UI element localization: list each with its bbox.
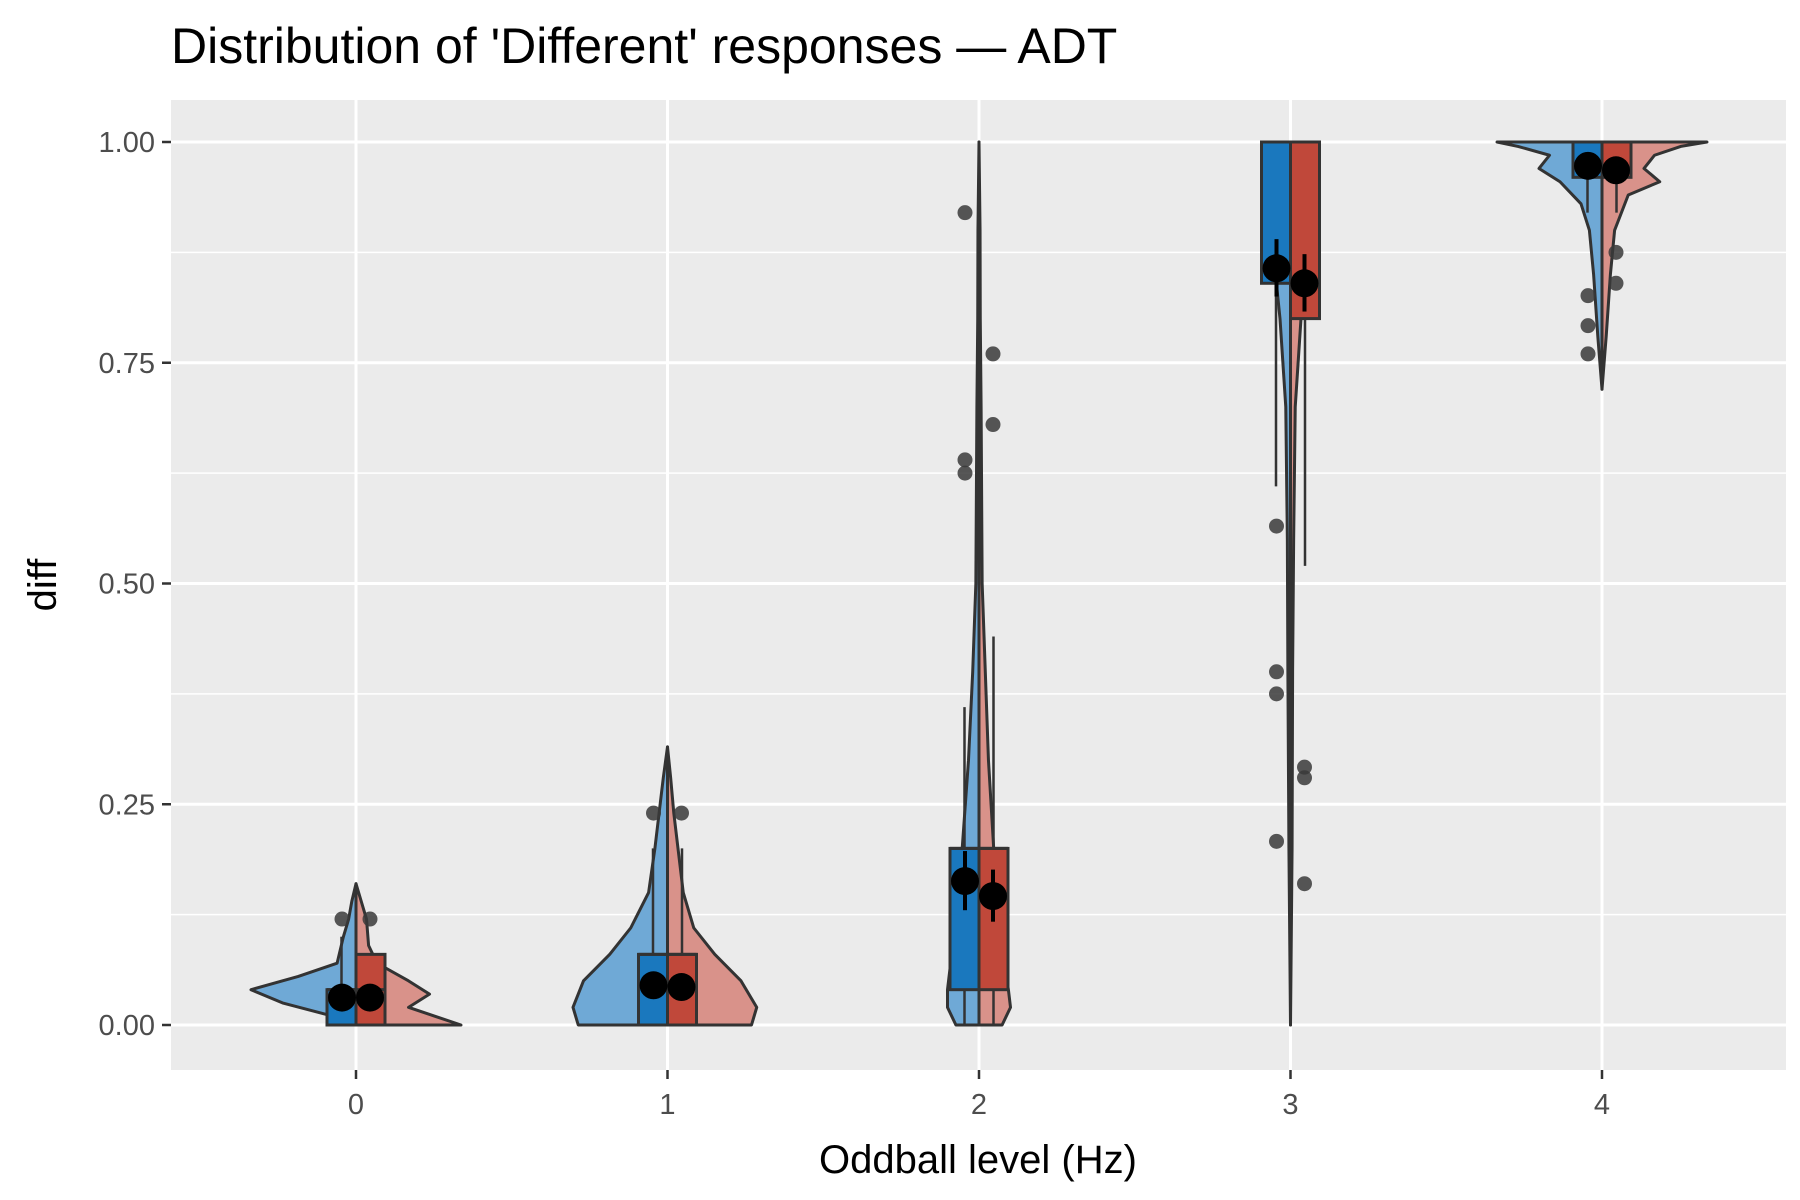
outlier-point — [1269, 518, 1284, 534]
outlier-point — [334, 911, 350, 927]
outlier-point — [1297, 876, 1312, 892]
outlier-point — [985, 417, 1001, 433]
y-tick-label: 0.75 — [99, 348, 155, 380]
mean-point — [979, 882, 1007, 911]
outlier-point — [1297, 759, 1312, 775]
x-tick-label: 4 — [1594, 1089, 1610, 1121]
chart-title: Distribution of 'Different' responses — … — [171, 18, 1117, 74]
mean-point — [328, 983, 356, 1012]
outlier-point — [957, 205, 973, 221]
mean-point — [667, 973, 696, 1002]
x-tick-label: 3 — [1282, 1089, 1298, 1121]
mean-point — [1262, 254, 1291, 283]
mean-point — [1574, 151, 1602, 180]
mean-point — [1290, 269, 1319, 298]
mean-point — [356, 983, 384, 1012]
mean-markers — [328, 151, 1630, 1012]
outlier-point — [1580, 346, 1596, 362]
outlier-point — [1580, 288, 1596, 304]
x-axis-title: Oddball level (Hz) — [819, 1138, 1137, 1182]
violin-half — [977, 140, 1012, 1027]
x-tick-label: 1 — [659, 1089, 675, 1121]
outlier-point — [957, 465, 973, 481]
outlier-point — [957, 452, 973, 468]
mean-point — [1602, 156, 1630, 185]
outlier-point — [985, 346, 1001, 362]
outlier-point — [646, 805, 661, 821]
x-tick-label: 2 — [971, 1089, 987, 1121]
outlier-point — [1269, 833, 1284, 849]
y-tick-label: 0.50 — [99, 569, 155, 601]
mean-point — [951, 867, 979, 896]
outlier-point — [1580, 318, 1596, 334]
outlier-points — [334, 205, 1624, 927]
y-tick-label: 0.00 — [99, 1010, 155, 1042]
y-axis: 0.00 0.25 0.50 0.75 1.00 — [99, 127, 171, 1042]
y-tick-label: 0.25 — [99, 789, 155, 821]
outlier-point — [1297, 770, 1312, 786]
outlier-point — [362, 911, 378, 927]
outlier-point — [1608, 275, 1624, 291]
x-axis: 0 1 2 3 4 — [348, 1070, 1610, 1121]
y-tick-label: 1.00 — [99, 127, 155, 159]
x-tick-label: 0 — [348, 1089, 364, 1121]
outlier-point — [1269, 686, 1284, 702]
outlier-point — [1269, 664, 1284, 680]
y-axis-title: diff — [21, 558, 65, 612]
outlier-point — [1608, 244, 1624, 260]
mean-point — [639, 971, 668, 1000]
outlier-point — [674, 805, 689, 821]
